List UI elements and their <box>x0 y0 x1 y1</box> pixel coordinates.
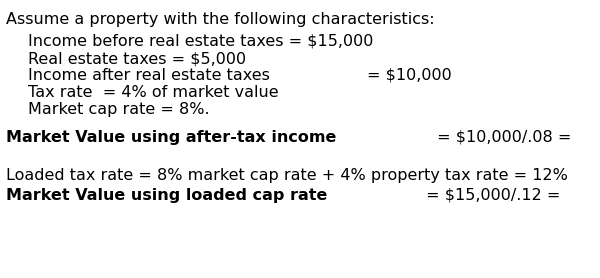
Text: Assume a property with the following characteristics:: Assume a property with the following cha… <box>6 12 434 27</box>
Text: Market Value using loaded cap rate: Market Value using loaded cap rate <box>6 188 328 203</box>
Text: Tax rate  = 4% of market value: Tax rate = 4% of market value <box>28 85 278 100</box>
Text: Loaded tax rate = 8% market cap rate + 4% property tax rate = 12%: Loaded tax rate = 8% market cap rate + 4… <box>6 168 568 183</box>
Text: = $10,000/.08 =: = $10,000/.08 = <box>432 130 577 145</box>
Text: Income after real estate taxes: Income after real estate taxes <box>28 68 290 83</box>
Text: = $15,000/.12 =: = $15,000/.12 = <box>421 188 565 203</box>
Text: = $10,000: = $10,000 <box>367 68 451 83</box>
Text: Real estate taxes = $5,000: Real estate taxes = $5,000 <box>28 51 246 66</box>
Text: Market Value using after-tax income: Market Value using after-tax income <box>6 130 337 145</box>
Text: Income before real estate taxes = $15,000: Income before real estate taxes = $15,00… <box>28 34 373 49</box>
Text: Market cap rate = 8%.: Market cap rate = 8%. <box>28 102 209 117</box>
